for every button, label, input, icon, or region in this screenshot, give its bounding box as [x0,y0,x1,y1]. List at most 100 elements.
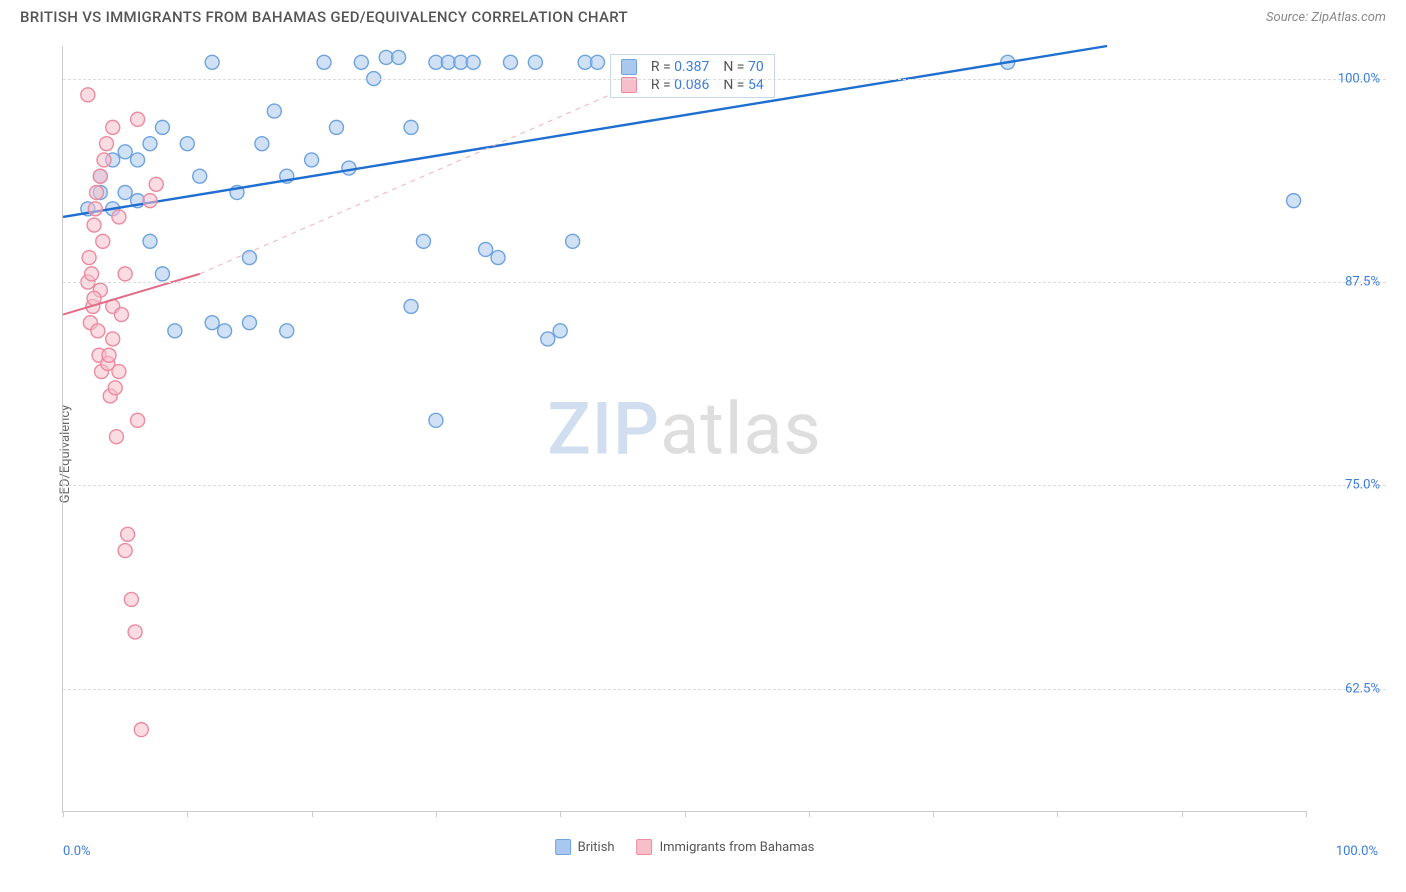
y-tick-label: 62.5% [1345,681,1380,696]
scatter-point [242,316,256,330]
x-axis-min-label: 0.0% [63,844,91,859]
stats-n: N = 70 [723,59,763,75]
scatter-point [106,120,120,134]
scatter-point [280,324,294,338]
scatter-point [131,112,145,126]
scatter-point [128,625,142,639]
scatter-point [149,177,163,191]
gridline [63,485,1386,486]
scatter-point [168,324,182,338]
scatter-point [112,210,126,224]
x-tick [187,811,188,817]
scatter-point [118,544,132,558]
scatter-point [90,185,104,199]
y-tick-label: 87.5% [1345,275,1380,290]
y-tick-label: 75.0% [1345,478,1380,493]
scatter-point [566,234,580,248]
scatter-point [118,145,132,159]
x-tick [312,811,313,817]
stats-swatch [621,59,637,75]
scatter-point [180,137,194,151]
scatter-point [106,332,120,346]
scatter-point [97,153,111,167]
scatter-point [416,234,430,248]
scatter-point [118,185,132,199]
scatter-point [134,723,148,737]
legend-swatch [637,839,653,855]
legend-label: British [578,840,615,855]
scatter-point [429,413,443,427]
scatter-point [143,137,157,151]
legend-label: Immigrants from Bahamas [660,840,815,855]
x-tick [1306,811,1307,817]
scatter-point [404,299,418,313]
scatter-point [255,137,269,151]
scatter-point [88,202,102,216]
plot-region: ZIPatlas R = 0.387N = 70R = 0.086N = 54 … [62,46,1306,812]
scatter-point [91,324,105,338]
scatter-point [503,55,517,69]
scatter-point [100,137,114,151]
scatter-point [590,55,604,69]
scatter-point [114,308,128,322]
x-tick [63,811,64,817]
scatter-point [392,50,406,64]
scatter-point [205,316,219,330]
scatter-point [93,169,107,183]
x-tick [933,811,934,817]
gridline [63,79,1386,80]
chart-source: Source: ZipAtlas.com [1266,10,1386,25]
scatter-point [329,120,343,134]
chart-header: BRITISH VS IMMIGRANTS FROM BAHAMAS GED/E… [0,0,1406,30]
x-axis-max-label: 100.0% [1336,844,1378,859]
scatter-point [541,332,555,346]
scatter-point [205,55,219,69]
scatter-point [82,251,96,265]
scatter-point [131,153,145,167]
scatter-point [305,153,319,167]
scatter-point [102,348,116,362]
scatter-point [85,267,99,281]
scatter-point [1287,194,1301,208]
x-tick [809,811,810,817]
scatter-point [317,55,331,69]
plot-svg [63,46,1306,811]
scatter-point [528,55,542,69]
scatter-point [491,251,505,265]
scatter-point [193,169,207,183]
legend-swatch [555,839,571,855]
scatter-point [109,430,123,444]
scatter-point [143,194,157,208]
x-tick [685,811,686,817]
scatter-point [354,55,368,69]
scatter-point [81,88,95,102]
scatter-point [342,161,356,175]
x-tick [436,811,437,817]
chart-area: GED/Equivalency ZIPatlas R = 0.387N = 70… [20,36,1386,872]
x-tick [560,811,561,817]
y-tick-label: 100.0% [1338,71,1380,86]
scatter-point [118,267,132,281]
scatter-point [131,413,145,427]
scatter-point [87,218,101,232]
scatter-point [553,324,567,338]
x-tick [1182,811,1183,817]
scatter-point [108,381,122,395]
stats-r: R = 0.387 [651,59,709,75]
scatter-point [124,592,138,606]
gridline [63,689,1386,690]
legend-item: British [555,839,615,855]
legend-item: Immigrants from Bahamas [637,839,815,855]
scatter-point [155,120,169,134]
x-tick [1057,811,1058,817]
scatter-point [466,55,480,69]
scatter-point [96,234,110,248]
scatter-point [112,365,126,379]
legend: British Immigrants from Bahamas [555,839,815,855]
gridline [63,282,1386,283]
scatter-point [218,324,232,338]
correlation-stats-box: R = 0.387N = 70R = 0.086N = 54 [610,54,775,98]
scatter-point [155,267,169,281]
scatter-point [404,120,418,134]
scatter-point [479,242,493,256]
